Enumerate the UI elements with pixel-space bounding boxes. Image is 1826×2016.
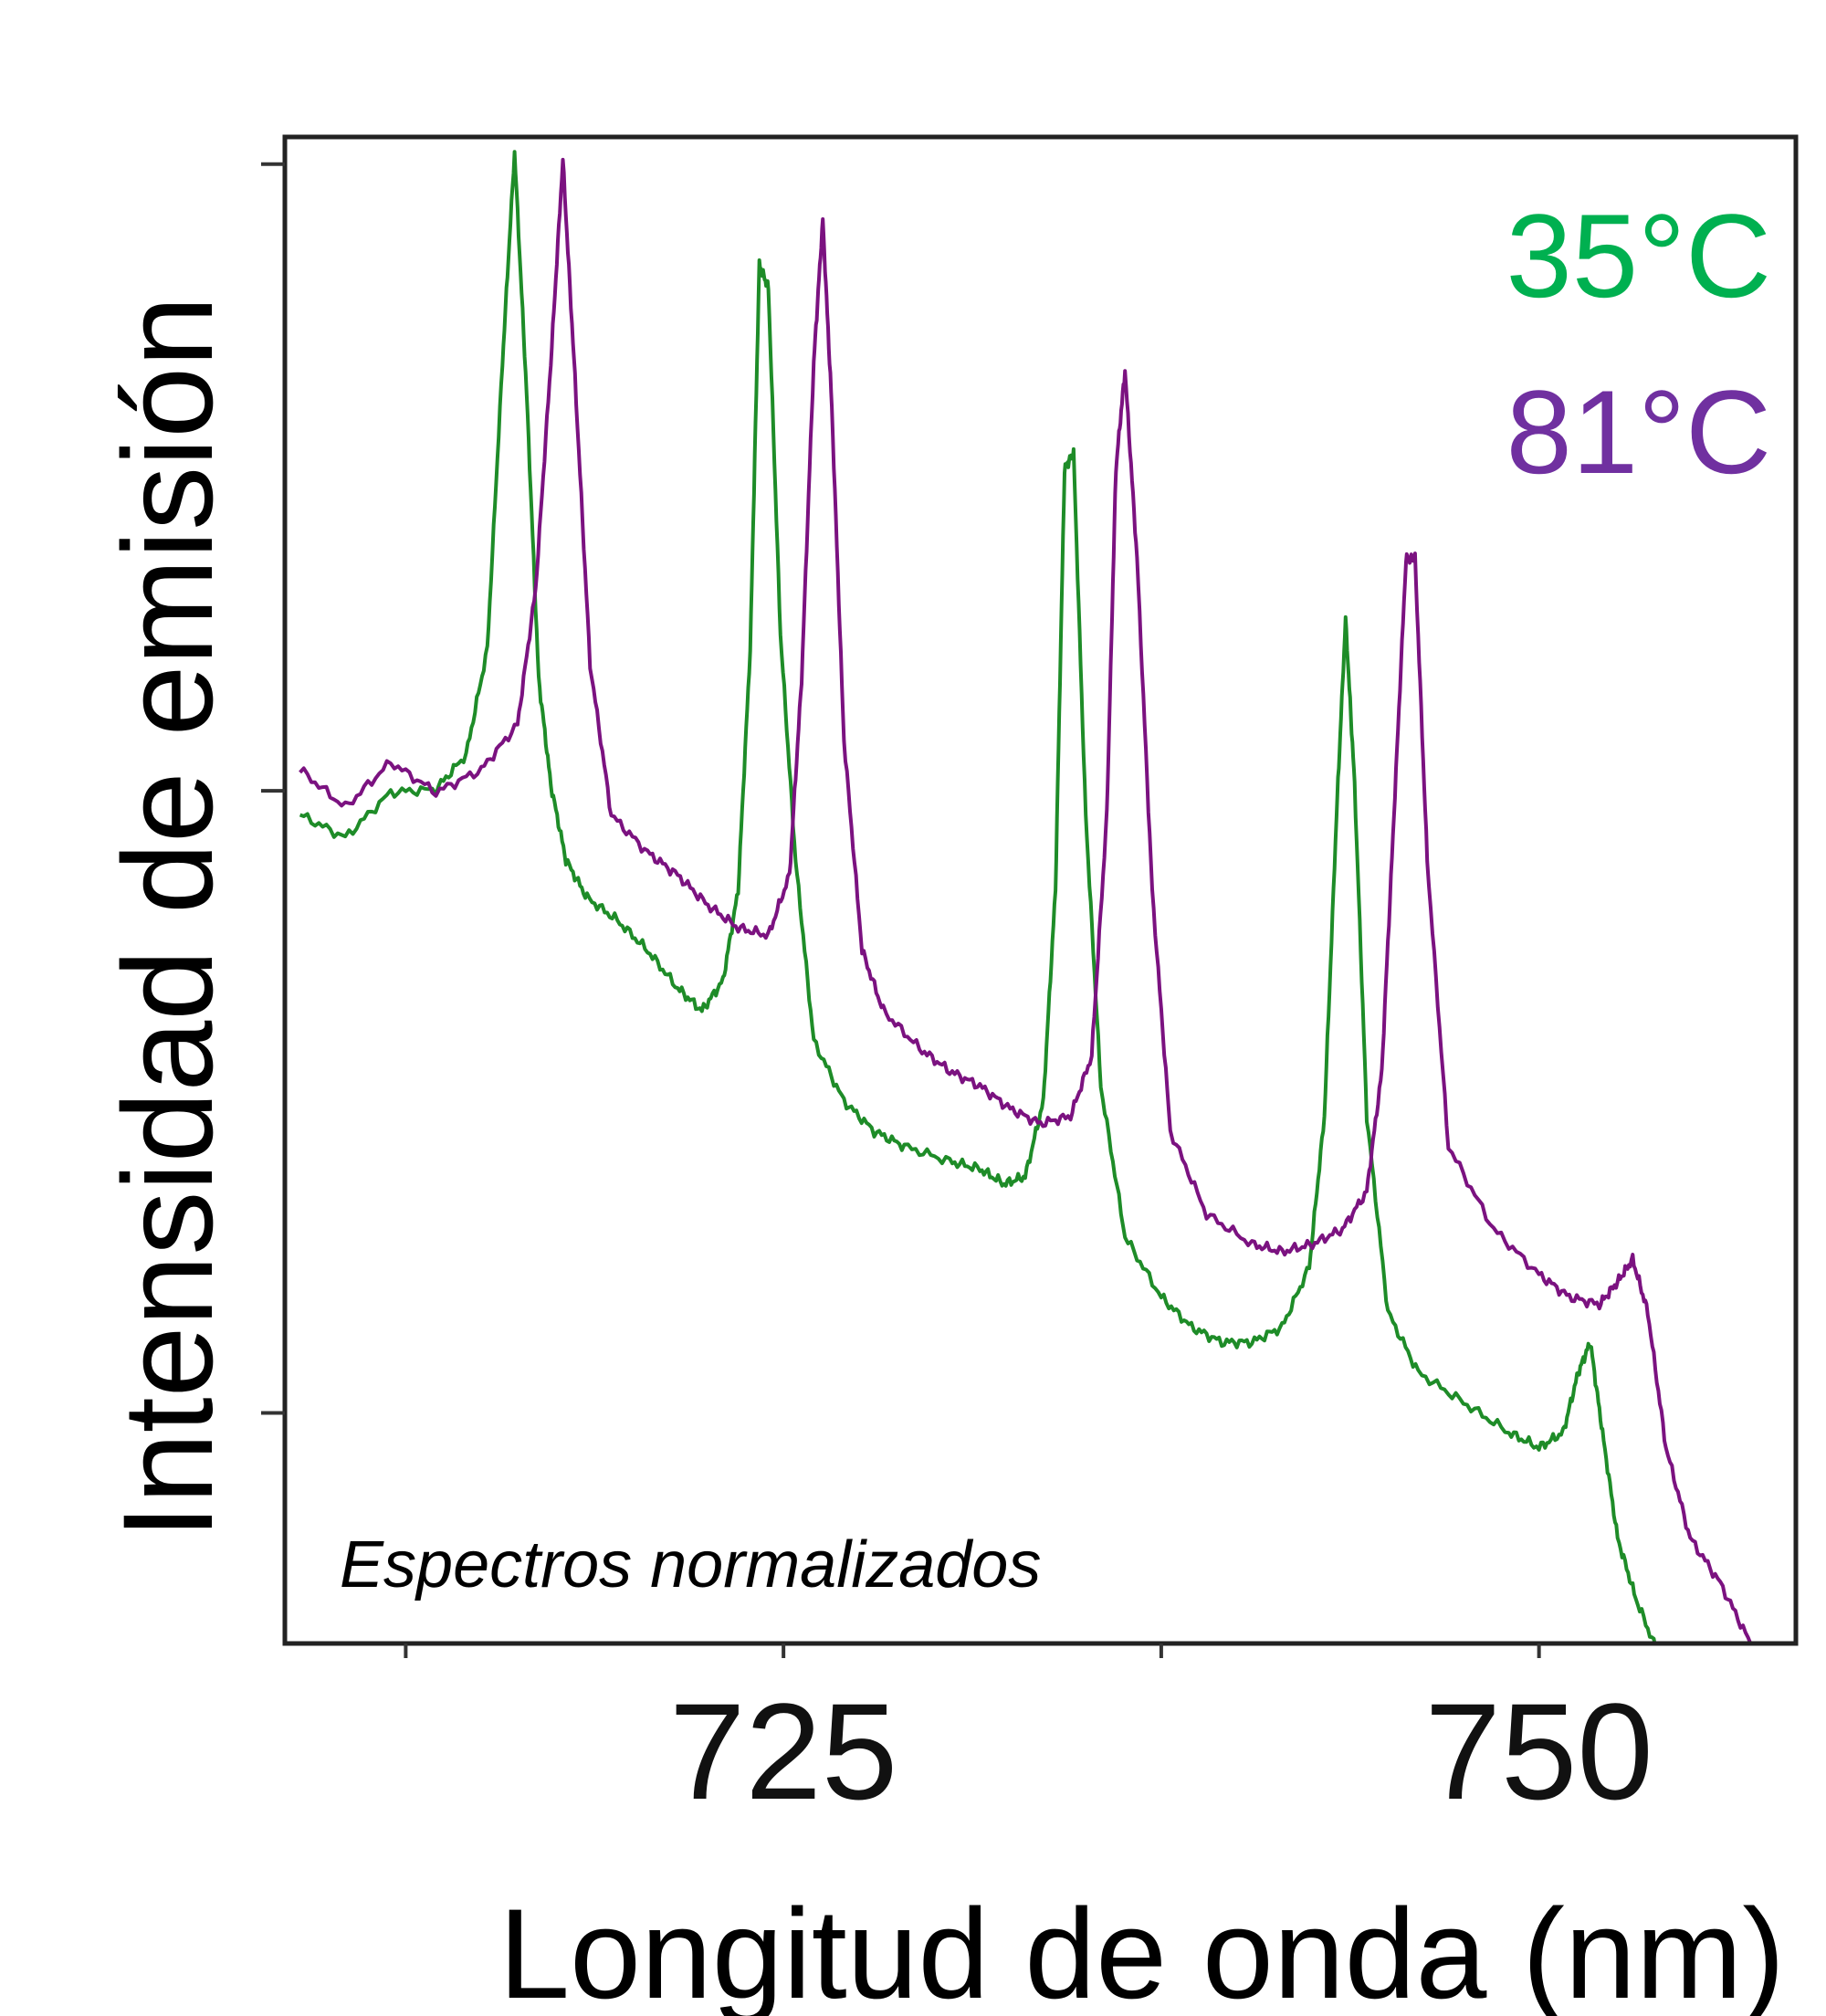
- y-ticks: [261, 162, 285, 1415]
- normalized-annotation: Espectros normalizados: [340, 1528, 1041, 1601]
- series-line-81c: [299, 157, 1753, 1643]
- plot-frame: [282, 134, 1799, 1646]
- legend-entry-35c: 35°C: [1506, 189, 1771, 322]
- x-tick-label: 725: [669, 1675, 897, 1828]
- x-axis-title: Longitud de onda (nm): [498, 1882, 1785, 2016]
- x-tick-label: 750: [1425, 1675, 1653, 1828]
- legend-entry-81c: 81°C: [1506, 365, 1771, 499]
- y-axis-title: Intensidad de emisión: [96, 296, 239, 1539]
- series-layer: [299, 150, 1753, 1643]
- series-line-35c: [299, 150, 1657, 1643]
- x-ticks: 725 750: [404, 1643, 1653, 1828]
